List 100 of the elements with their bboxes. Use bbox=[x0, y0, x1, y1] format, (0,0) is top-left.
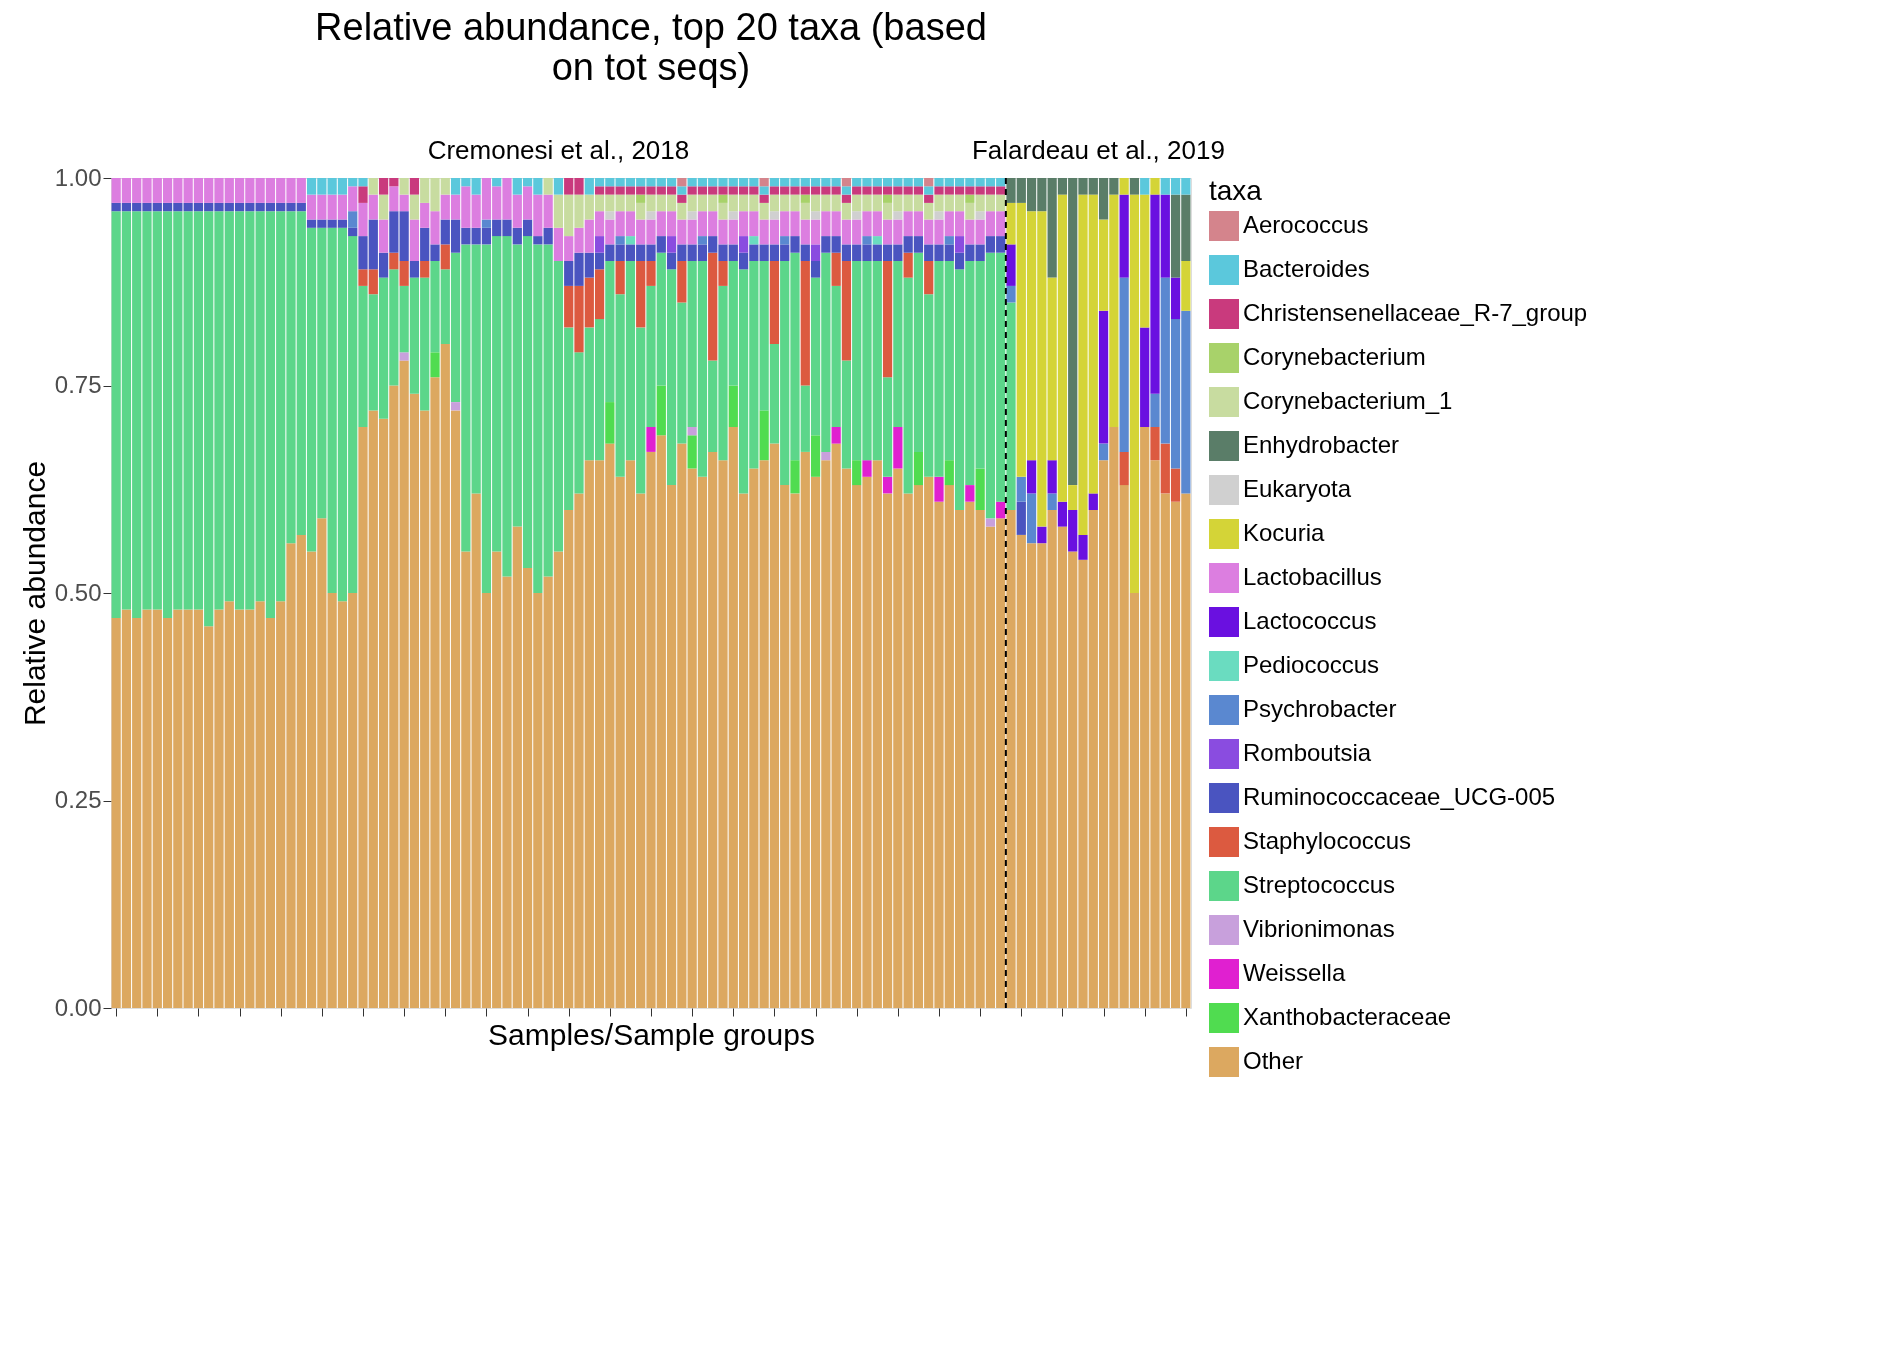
bar bbox=[872, 236, 882, 245]
bar bbox=[759, 410, 769, 461]
bar bbox=[975, 468, 985, 510]
legend-label: Streptococcus bbox=[1243, 871, 1396, 898]
text: Cremonesi et al., 2018 bbox=[427, 135, 690, 165]
bar bbox=[481, 219, 492, 228]
bar bbox=[358, 186, 368, 203]
bar bbox=[924, 186, 934, 195]
bar bbox=[1119, 451, 1129, 486]
bar bbox=[934, 211, 944, 220]
bar bbox=[831, 427, 841, 444]
bar bbox=[378, 194, 389, 220]
bar bbox=[965, 194, 975, 203]
bar bbox=[759, 186, 769, 195]
bar bbox=[399, 261, 409, 286]
bar bbox=[1006, 244, 1016, 286]
bar bbox=[790, 460, 800, 494]
bar bbox=[924, 178, 934, 187]
legend-label: Xanthobacteraceae bbox=[1243, 1003, 1452, 1030]
bar bbox=[862, 236, 872, 245]
bar bbox=[677, 178, 687, 187]
bar bbox=[553, 178, 564, 195]
bar bbox=[924, 261, 934, 295]
legend-label: Vibrionimonas bbox=[1243, 915, 1395, 942]
bar bbox=[348, 211, 358, 228]
bar bbox=[409, 261, 420, 278]
bar bbox=[800, 261, 810, 386]
bar bbox=[862, 460, 872, 477]
bar bbox=[985, 518, 996, 527]
bar bbox=[471, 178, 481, 195]
bar bbox=[852, 211, 862, 220]
bar bbox=[1026, 460, 1037, 494]
bar bbox=[646, 427, 656, 452]
bar bbox=[893, 427, 903, 469]
bar bbox=[368, 178, 378, 195]
bar bbox=[1170, 277, 1181, 320]
bar bbox=[1006, 285, 1016, 303]
x-axis-title: Samples/Sample groups bbox=[488, 1018, 815, 1051]
bar bbox=[666, 236, 677, 253]
bar bbox=[1037, 526, 1047, 544]
bar bbox=[944, 236, 954, 245]
y-tick-label: 0.25 bbox=[54, 786, 102, 813]
bar bbox=[1047, 493, 1057, 510]
bar bbox=[1150, 178, 1160, 195]
bar bbox=[389, 186, 399, 212]
bar bbox=[852, 460, 862, 486]
legend-label: Weissella bbox=[1243, 959, 1346, 986]
bar bbox=[934, 476, 944, 502]
bar bbox=[810, 211, 821, 220]
chart-title: Relative abundance, top 20 taxa (based on tot seqs) bbox=[315, 6, 987, 88]
bar bbox=[810, 244, 821, 261]
bar bbox=[965, 485, 975, 502]
bar bbox=[821, 236, 831, 253]
bar bbox=[810, 435, 821, 477]
bar bbox=[841, 178, 852, 187]
bar bbox=[738, 236, 749, 253]
bar bbox=[924, 194, 934, 203]
bar bbox=[821, 451, 831, 461]
bar bbox=[841, 186, 852, 195]
bar bbox=[769, 211, 780, 220]
bar bbox=[697, 236, 708, 245]
bar bbox=[687, 435, 697, 469]
bar bbox=[769, 261, 780, 344]
bar bbox=[1047, 460, 1057, 494]
bar bbox=[543, 194, 553, 228]
bar bbox=[913, 451, 924, 486]
bar bbox=[450, 402, 461, 411]
bar bbox=[543, 227, 553, 245]
bar bbox=[615, 261, 625, 295]
legend-label: Kocuria bbox=[1243, 519, 1326, 546]
bar bbox=[893, 211, 903, 220]
bar bbox=[944, 460, 954, 486]
bar bbox=[1181, 261, 1191, 311]
bar bbox=[399, 352, 409, 361]
bar bbox=[348, 227, 358, 237]
legend-label: Bacteroides bbox=[1243, 255, 1370, 282]
legend-title: taxa bbox=[1209, 175, 1263, 206]
bar bbox=[1098, 443, 1109, 461]
legend-label: Pediococcus bbox=[1243, 651, 1380, 678]
bar bbox=[882, 194, 893, 203]
bar bbox=[677, 261, 687, 303]
bar bbox=[625, 236, 636, 245]
bar bbox=[1140, 178, 1150, 195]
y-tick-label: 0.50 bbox=[54, 578, 102, 606]
bar bbox=[399, 194, 409, 212]
bar bbox=[399, 211, 409, 261]
bar bbox=[409, 178, 420, 195]
bar bbox=[656, 385, 666, 436]
legend-label: Eukaryota bbox=[1243, 475, 1352, 502]
bar bbox=[831, 186, 841, 195]
bar bbox=[831, 178, 841, 187]
legend-label: Romboutsia bbox=[1243, 739, 1372, 766]
bar bbox=[440, 244, 450, 270]
bar bbox=[882, 261, 893, 378]
bar bbox=[677, 186, 687, 195]
bar bbox=[903, 252, 913, 278]
bar bbox=[728, 211, 738, 220]
y-tick-label: 0.00 bbox=[54, 993, 102, 1021]
y-axis-title: Relative abundance bbox=[17, 460, 51, 727]
bar bbox=[687, 427, 697, 436]
